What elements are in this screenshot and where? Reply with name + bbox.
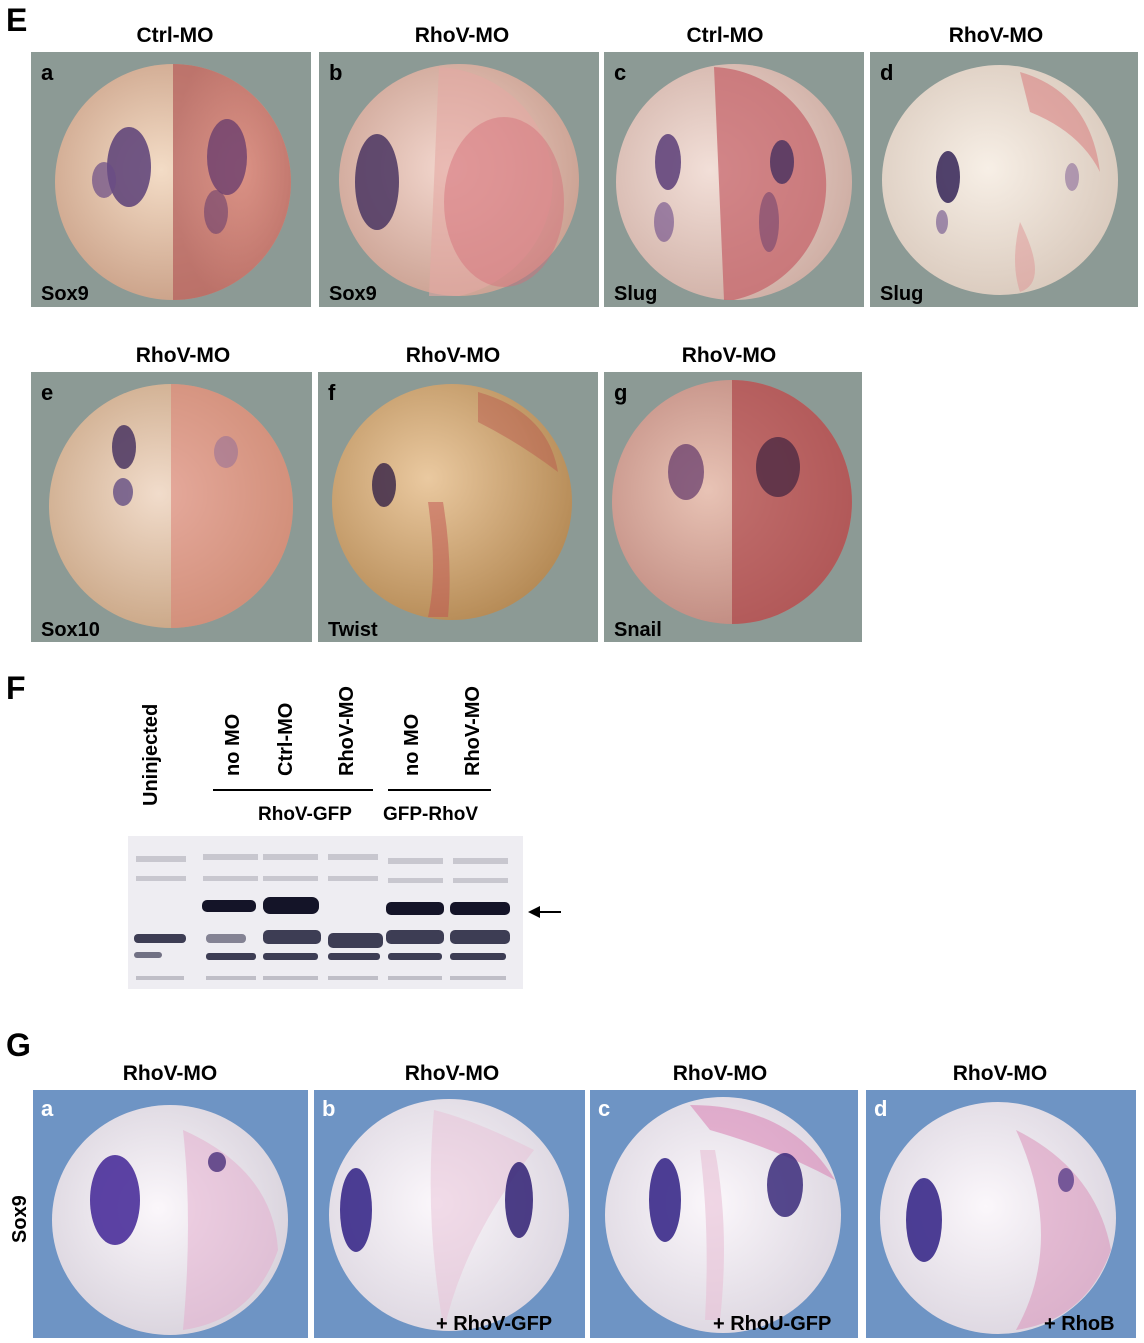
panel-e-d-letter: d	[880, 60, 894, 85]
group-label-gfp-rhov: GFP-RhoV	[383, 804, 478, 825]
embryo-image-e-e: e Sox10	[31, 372, 312, 642]
embryo-image-e-b: b Sox9	[319, 52, 599, 307]
panel-e-c-letter: c	[614, 60, 627, 85]
section-f-letter: F	[6, 670, 26, 706]
panel-e-c-gene: Slug	[614, 283, 658, 305]
group-bracket-gfp-rhov	[388, 789, 491, 791]
panel-e-b-gene: Sox9	[329, 283, 377, 305]
panel-e-a-title: Ctrl-MO	[136, 24, 214, 47]
panel-g-a-letter: a	[41, 1096, 54, 1121]
panel-e-e-title: RhoV-MO	[135, 344, 231, 367]
panel-g-c-letter: c	[598, 1096, 611, 1121]
embryo-image-g-c: c + RhoU-GFP	[590, 1090, 858, 1338]
embryo-image-g-b: b + RhoV-GFP	[314, 1090, 585, 1338]
panel-e-e-letter: e	[41, 380, 54, 405]
section-g-letter: G	[6, 1027, 31, 1063]
panel-e-b-title: RhoV-MO	[414, 24, 510, 47]
panel-g-c-title: RhoV-MO	[672, 1062, 768, 1085]
embryo-image-g-d: d + RhoB	[866, 1090, 1136, 1338]
panel-g-d-rescue: + RhoB	[1044, 1313, 1115, 1335]
group-label-rhov-gfp: RhoV-GFP	[258, 804, 352, 825]
lane-label-no-mo-2: no MO	[401, 713, 423, 776]
panel-e-f-title: RhoV-MO	[405, 344, 501, 367]
panel-e-g-gene: Snail	[614, 619, 662, 641]
embryo-image-g-a: a	[33, 1090, 308, 1338]
panel-e-d-title: RhoV-MO	[948, 24, 1044, 47]
panel-e-a-gene: Sox9	[41, 283, 89, 305]
panel-g-d-letter: d	[874, 1096, 888, 1121]
embryo-image-e-d: d Slug	[870, 52, 1138, 307]
panel-g-a-title: RhoV-MO	[122, 1062, 218, 1085]
panel-g-d-title: RhoV-MO	[952, 1062, 1048, 1085]
panel-e-a-letter: a	[41, 60, 54, 85]
row-label-sox9: Sox9	[9, 1195, 31, 1243]
western-blot-image	[128, 836, 523, 989]
section-e-letter: E	[6, 2, 28, 38]
panel-e-e-gene: Sox10	[41, 619, 100, 641]
lane-label-rhov-mo-2: RhoV-MO	[462, 686, 484, 776]
panel-g-c-rescue: + RhoU-GFP	[713, 1313, 832, 1335]
panel-e-f-letter: f	[328, 380, 336, 405]
panel-e-b-letter: b	[329, 60, 343, 85]
panel-e-g-title: RhoV-MO	[681, 344, 777, 367]
panel-e-d-gene: Slug	[880, 283, 924, 305]
lane-label-uninjected: Uninjected	[140, 703, 162, 806]
panel-e-f-gene: Twist	[328, 619, 378, 641]
panel-e-g-letter: g	[614, 380, 628, 405]
panel-g-b-rescue: + RhoV-GFP	[436, 1313, 553, 1335]
panel-g-b-title: RhoV-MO	[404, 1062, 500, 1085]
embryo-image-e-f: f Twist	[318, 372, 598, 642]
embryo-image-e-g: g Snail	[604, 372, 862, 642]
panel-e-c-title: Ctrl-MO	[686, 24, 764, 47]
arrow-left-icon	[528, 904, 562, 920]
lane-label-ctrl-mo: Ctrl-MO	[275, 702, 297, 776]
lane-label-no-mo-1: no MO	[222, 713, 244, 776]
embryo-image-e-a: a Sox9	[31, 52, 311, 307]
panel-g-b-letter: b	[322, 1096, 336, 1121]
group-bracket-rhov-gfp	[213, 789, 373, 791]
lane-label-rhov-mo-1: RhoV-MO	[336, 686, 358, 776]
embryo-image-e-c: c Slug	[604, 52, 864, 307]
